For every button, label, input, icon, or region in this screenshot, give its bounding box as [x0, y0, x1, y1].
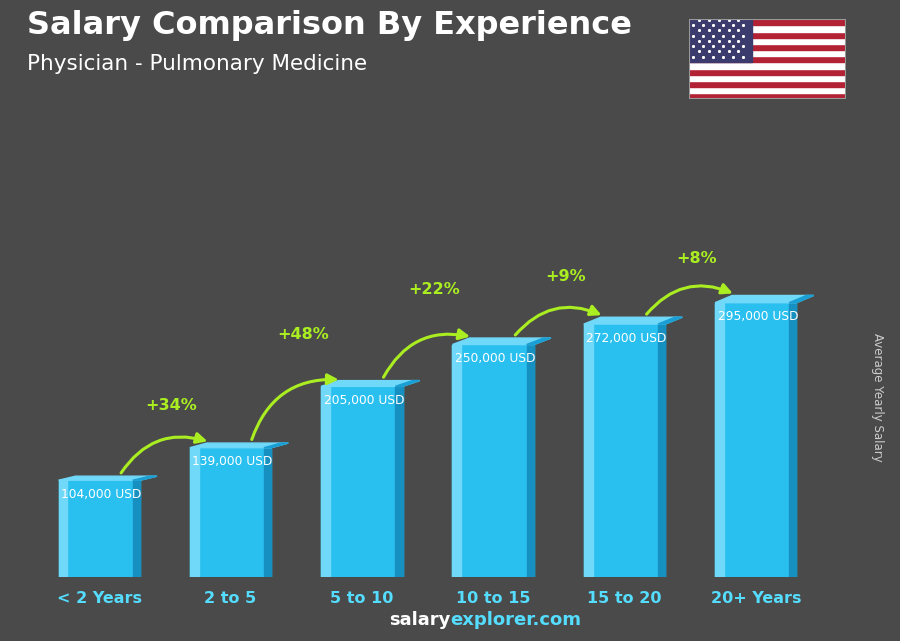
Text: 205,000 USD: 205,000 USD [324, 394, 404, 407]
Bar [321, 387, 402, 577]
Text: explorer.com: explorer.com [450, 612, 581, 629]
Bar [688, 26, 846, 31]
Text: 139,000 USD: 139,000 USD [193, 455, 273, 468]
Text: 295,000 USD: 295,000 USD [717, 310, 798, 323]
Bar [688, 19, 752, 62]
Text: +9%: +9% [545, 269, 586, 284]
Bar [321, 387, 330, 577]
Bar [58, 480, 140, 577]
Text: 272,000 USD: 272,000 USD [587, 331, 667, 344]
Text: 250,000 USD: 250,000 USD [455, 352, 536, 365]
Polygon shape [716, 296, 814, 303]
Polygon shape [453, 338, 551, 345]
Bar [688, 69, 846, 75]
Bar [584, 324, 593, 577]
Bar [688, 93, 846, 99]
Bar [132, 480, 140, 577]
Bar [688, 87, 846, 93]
Polygon shape [132, 476, 157, 480]
Text: 104,000 USD: 104,000 USD [61, 488, 141, 501]
Bar [688, 62, 846, 69]
Text: Average Yearly Salary: Average Yearly Salary [871, 333, 884, 462]
Polygon shape [526, 338, 551, 345]
Polygon shape [264, 443, 288, 447]
Polygon shape [190, 443, 288, 447]
Bar [58, 480, 68, 577]
Polygon shape [58, 476, 157, 480]
Text: +34%: +34% [146, 398, 197, 413]
Bar [688, 44, 846, 50]
Text: salary: salary [389, 612, 450, 629]
Polygon shape [321, 381, 419, 387]
Bar [716, 303, 724, 577]
Bar [395, 387, 402, 577]
Bar [716, 303, 796, 577]
Bar [688, 81, 846, 87]
Bar [190, 447, 199, 577]
Bar [688, 56, 846, 62]
Bar [688, 50, 846, 56]
Bar [688, 75, 846, 81]
Text: +48%: +48% [277, 326, 328, 342]
Bar [190, 447, 271, 577]
Polygon shape [584, 317, 682, 324]
Bar [688, 38, 846, 44]
Bar [658, 324, 665, 577]
Text: +8%: +8% [677, 251, 717, 266]
Bar [264, 447, 271, 577]
Text: Physician - Pulmonary Medicine: Physician - Pulmonary Medicine [27, 54, 367, 74]
Polygon shape [658, 317, 682, 324]
Text: +22%: +22% [409, 282, 460, 297]
Bar [789, 303, 796, 577]
Bar [688, 19, 846, 26]
Polygon shape [395, 381, 419, 387]
Bar [584, 324, 665, 577]
Bar [453, 345, 534, 577]
Bar [453, 345, 462, 577]
Polygon shape [789, 296, 814, 303]
Bar [688, 31, 846, 38]
Text: Salary Comparison By Experience: Salary Comparison By Experience [27, 10, 632, 40]
Bar [526, 345, 534, 577]
